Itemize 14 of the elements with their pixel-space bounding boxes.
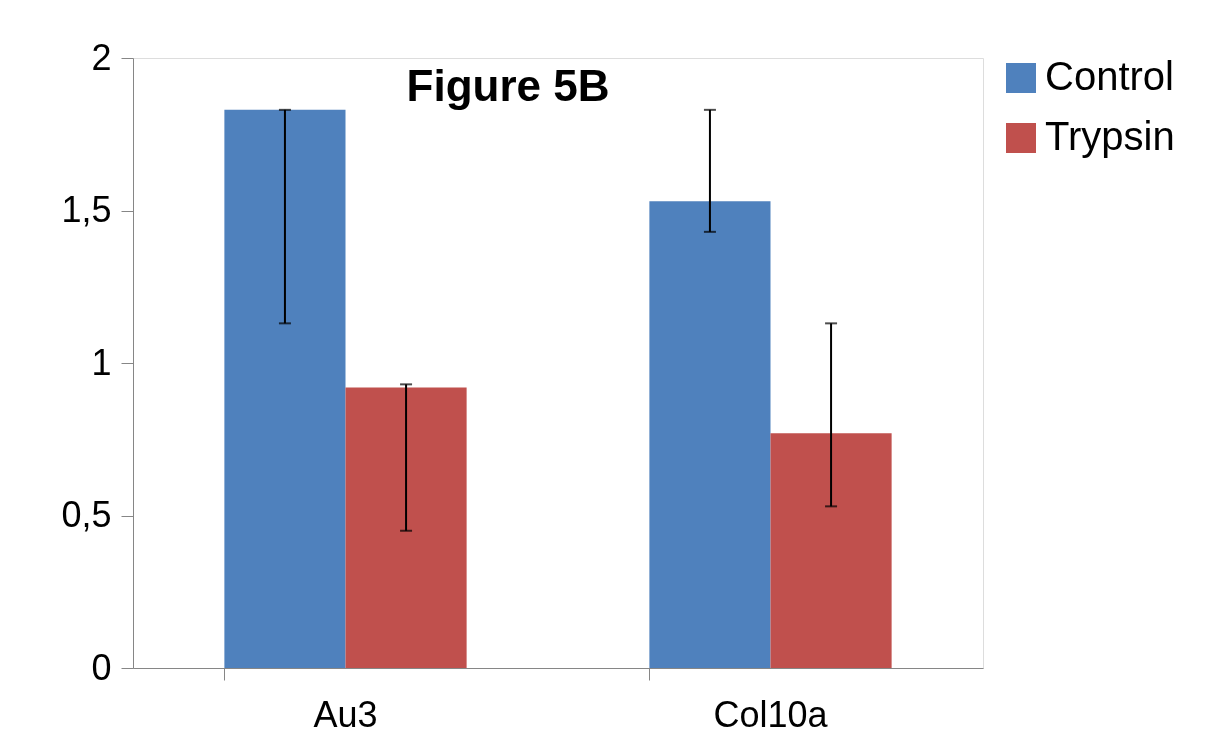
x-tick-label: Au3 <box>313 693 378 735</box>
bar <box>770 433 892 668</box>
y-tick-label: 1 <box>91 341 112 383</box>
y-tick-label: 0 <box>91 646 112 688</box>
y-tick-label: 2 <box>91 36 112 78</box>
y-tick-label: 1,5 <box>61 189 112 230</box>
bar <box>345 387 467 668</box>
x-tick-label: Col10a <box>713 693 829 735</box>
bar <box>224 109 346 668</box>
chart-title: Figure 5B <box>406 61 610 110</box>
y-tick-label: 0,5 <box>61 494 112 535</box>
legend-label: Control <box>1045 54 1174 98</box>
legend-label: Trypsin <box>1045 114 1175 158</box>
bar <box>649 201 771 668</box>
